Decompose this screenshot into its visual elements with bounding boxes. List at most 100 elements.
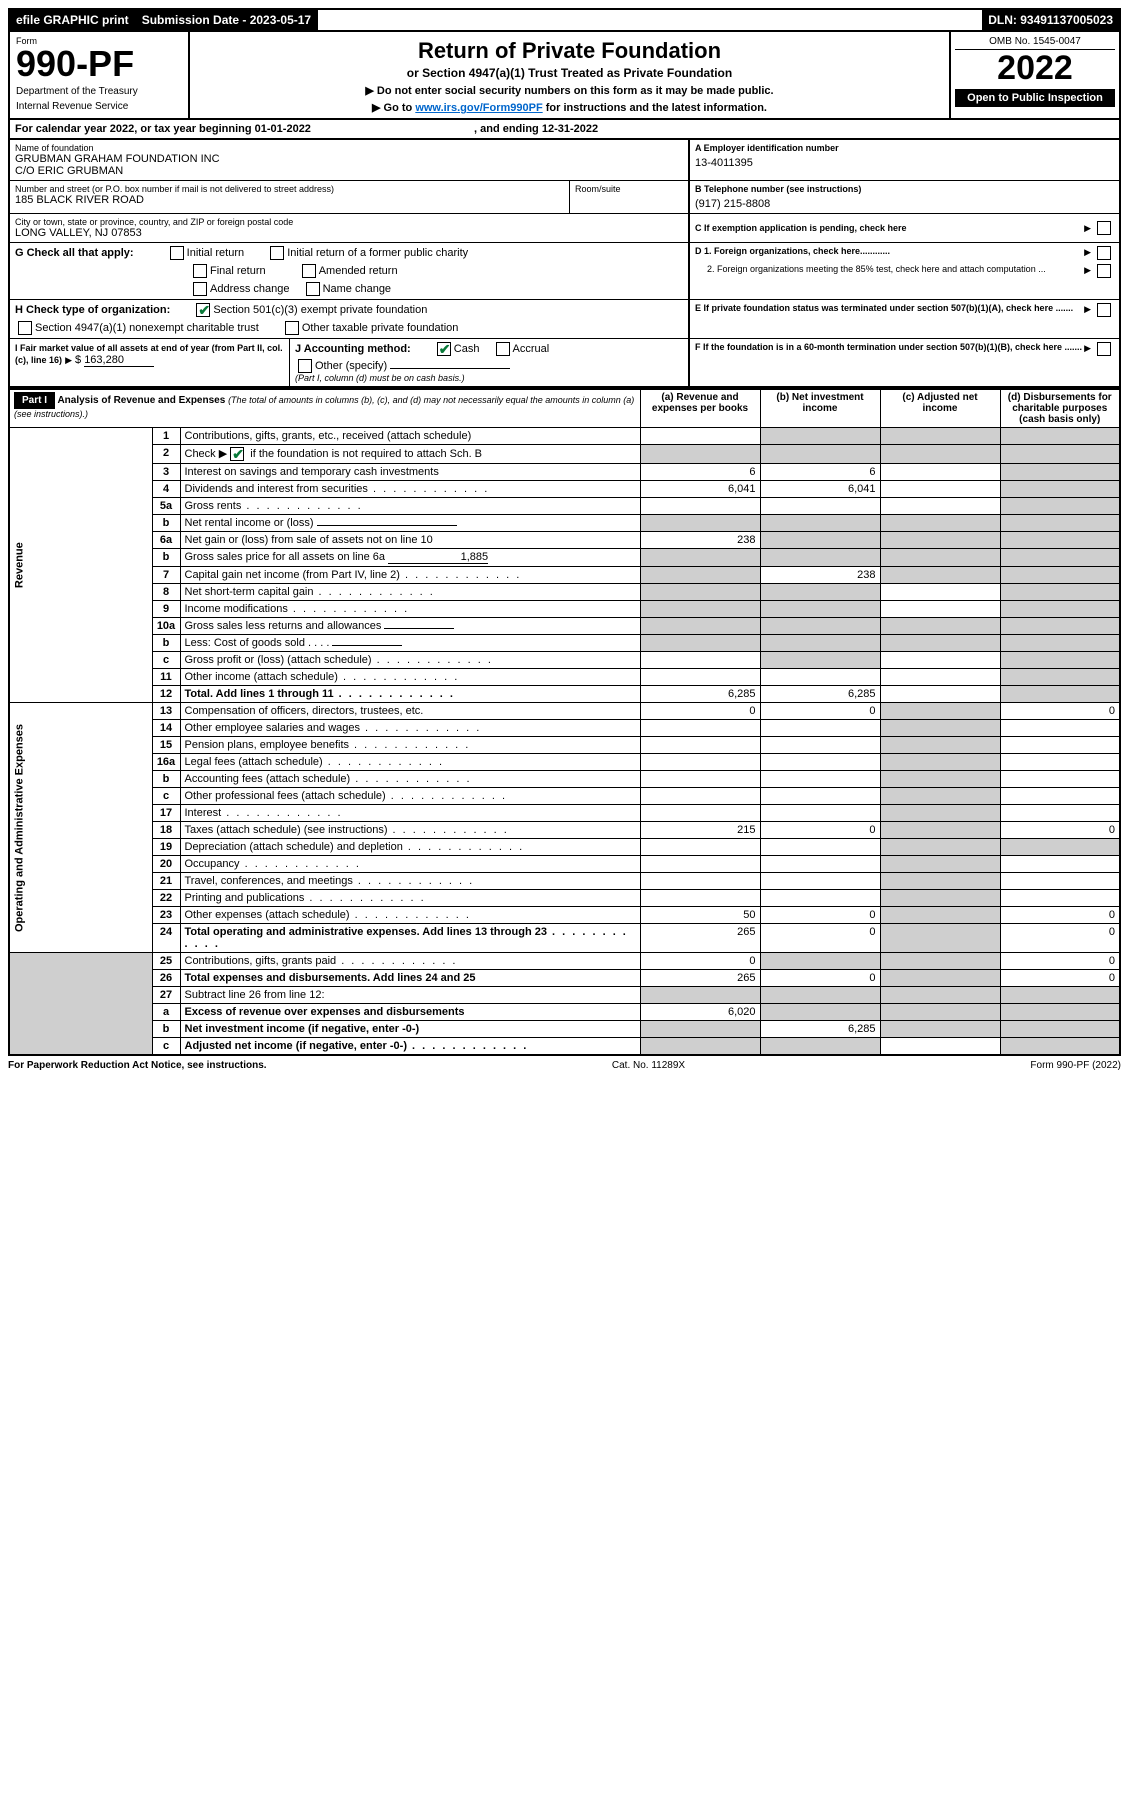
g-name-cb[interactable] <box>306 282 320 296</box>
j-other-field[interactable] <box>390 368 510 369</box>
line-20-no: 20 <box>152 856 180 873</box>
h-501c3: Section 501(c)(3) exempt private foundat… <box>213 304 427 316</box>
g-amended: Amended return <box>319 265 398 277</box>
line-3-a: 6 <box>640 464 760 481</box>
line-18-no: 18 <box>152 822 180 839</box>
g-addr: Address change <box>210 283 290 295</box>
identity-row-1: Name of foundation GRUBMAN GRAHAM FOUNDA… <box>8 140 1121 181</box>
h-501c3-cb[interactable] <box>196 303 210 317</box>
line-12-b: 6,285 <box>760 686 880 703</box>
d1-checkbox[interactable] <box>1097 246 1111 260</box>
part1-hdr: Part I <box>14 392 55 409</box>
j-accrual: Accrual <box>513 343 550 355</box>
i-j-f-row: I Fair market value of all assets at end… <box>8 339 1121 388</box>
col-d-hdr: (d) Disbursements for charitable purpose… <box>1000 389 1120 428</box>
city-value: LONG VALLEY, NJ 07853 <box>15 227 683 239</box>
line-2-desc: Check ▶ if the foundation is not require… <box>180 445 640 464</box>
line-21-desc: Travel, conferences, and meetings <box>180 873 640 890</box>
identity-row-3: City or town, state or province, country… <box>8 214 1121 243</box>
schb-checkbox[interactable] <box>230 447 244 461</box>
line-10a-no: 10a <box>152 618 180 635</box>
j-cash-cb[interactable] <box>437 342 451 356</box>
line-6a-a: 238 <box>640 532 760 549</box>
line-5b-no: b <box>152 515 180 532</box>
line-27a-a: 6,020 <box>640 1004 760 1021</box>
line-18-desc: Taxes (attach schedule) (see instruction… <box>180 822 640 839</box>
line-21-no: 21 <box>152 873 180 890</box>
j-other-cb[interactable] <box>298 359 312 373</box>
line-3-desc: Interest on savings and temporary cash i… <box>180 464 640 481</box>
line-2-no: 2 <box>152 445 180 464</box>
line-7-desc: Capital gain net income (from Part IV, l… <box>180 567 640 584</box>
line-13-no: 13 <box>152 703 180 720</box>
line-5a-no: 5a <box>152 498 180 515</box>
foundation-name: GRUBMAN GRAHAM FOUNDATION INC <box>15 153 683 165</box>
line-10c-no: c <box>152 652 180 669</box>
g-addr-cb[interactable] <box>193 282 207 296</box>
line-24-no: 24 <box>152 924 180 953</box>
dln: DLN: 93491137005023 <box>982 10 1119 30</box>
ssn-warning: ▶ Do not enter social security numbers o… <box>200 84 939 97</box>
line-5b-field[interactable] <box>317 525 457 526</box>
line-10a-field[interactable] <box>384 628 454 629</box>
line-15-desc: Pension plans, employee benefits <box>180 737 640 754</box>
line-1-desc: Contributions, gifts, grants, etc., rece… <box>180 428 640 445</box>
cal-end: 12-31-2022 <box>542 123 598 135</box>
arrow-icon <box>65 354 75 366</box>
line-16b-no: b <box>152 771 180 788</box>
line-10c-desc: Gross profit or (loss) (attach schedule) <box>180 652 640 669</box>
c-checkbox[interactable] <box>1097 221 1111 235</box>
f-label: F If the foundation is in a 60-month ter… <box>695 342 1082 383</box>
h-label: H Check type of organization: <box>15 304 170 316</box>
line-10a-desc: Gross sales less returns and allowances <box>180 618 640 635</box>
j-accrual-cb[interactable] <box>496 342 510 356</box>
line-12-desc: Total. Add lines 1 through 11 <box>180 686 640 703</box>
d2-checkbox[interactable] <box>1097 264 1111 278</box>
line-23-a: 50 <box>640 907 760 924</box>
line-4-a: 6,041 <box>640 481 760 498</box>
line-5a-desc: Gross rents <box>180 498 640 515</box>
e-checkbox[interactable] <box>1097 303 1111 317</box>
form-title: Return of Private Foundation <box>200 38 939 64</box>
line-27a-desc: Excess of revenue over expenses and disb… <box>180 1004 640 1021</box>
line-17-no: 17 <box>152 805 180 822</box>
line-26-b: 0 <box>760 970 880 987</box>
line-4-no: 4 <box>152 481 180 498</box>
j-other: Other (specify) <box>315 360 387 372</box>
line-24-a: 265 <box>640 924 760 953</box>
line-6b-desc: Gross sales price for all assets on line… <box>180 549 640 567</box>
d2-label: 2. Foreign organizations meeting the 85%… <box>695 264 1046 278</box>
line-26-d: 0 <box>1000 970 1120 987</box>
goto-note: ▶ Go to www.irs.gov/Form990PF for instru… <box>200 101 939 114</box>
f-checkbox[interactable] <box>1097 342 1111 356</box>
line-6a-no: 6a <box>152 532 180 549</box>
g-final: Final return <box>210 265 266 277</box>
line-10b-field[interactable] <box>332 645 402 646</box>
g-initial-former-cb[interactable] <box>270 246 284 260</box>
line-6b-val: 1,885 <box>388 551 488 564</box>
e-label: E If private foundation status was termi… <box>695 303 1073 335</box>
line-16c-no: c <box>152 788 180 805</box>
line-5b-desc: Net rental income or (loss) <box>180 515 640 532</box>
line-10b-desc: Less: Cost of goods sold . . . . <box>180 635 640 652</box>
h-other-cb[interactable] <box>285 321 299 335</box>
g-initial-cb[interactable] <box>170 246 184 260</box>
line-6a-desc: Net gain or (loss) from sale of assets n… <box>180 532 640 549</box>
form-header: Form 990-PF Department of the Treasury I… <box>8 32 1121 120</box>
col-c-hdr: (c) Adjusted net income <box>880 389 1000 428</box>
line-23-b: 0 <box>760 907 880 924</box>
g-amended-cb[interactable] <box>302 264 316 278</box>
line-23-no: 23 <box>152 907 180 924</box>
line-17-desc: Interest <box>180 805 640 822</box>
irs-link[interactable]: www.irs.gov/Form990PF <box>415 102 542 114</box>
line-22-desc: Printing and publications <box>180 890 640 907</box>
line-10b-no: b <box>152 635 180 652</box>
line-23-d: 0 <box>1000 907 1120 924</box>
city-label: City or town, state or province, country… <box>15 217 683 227</box>
h-4947-cb[interactable] <box>18 321 32 335</box>
g-final-cb[interactable] <box>193 264 207 278</box>
j-cash: Cash <box>454 343 480 355</box>
arrow-icon <box>1084 342 1094 383</box>
line-16a-no: 16a <box>152 754 180 771</box>
line-7-b: 238 <box>760 567 880 584</box>
